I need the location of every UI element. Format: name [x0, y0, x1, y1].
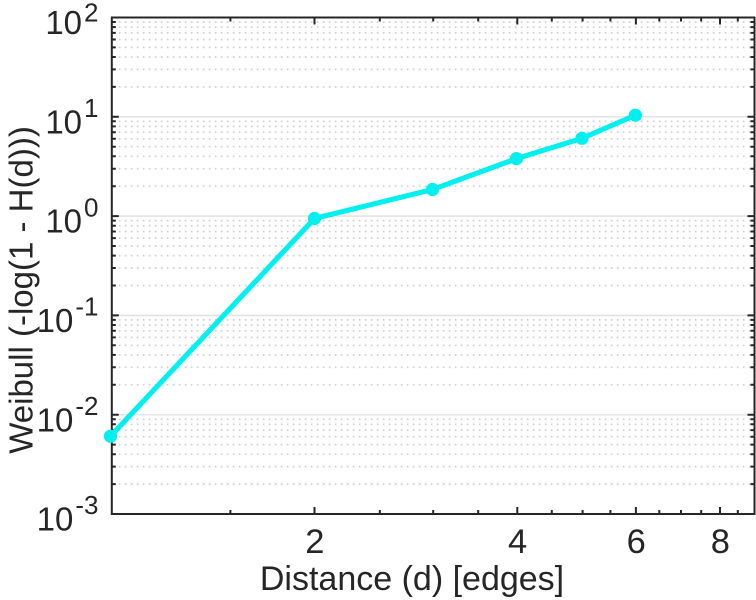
svg-text:4: 4 [508, 523, 527, 561]
svg-text:Weibull (-log(1 - H(d))): Weibull (-log(1 - H(d))) [3, 126, 40, 454]
svg-text:102: 102 [45, 0, 98, 41]
svg-text:2: 2 [305, 523, 324, 561]
svg-text:6: 6 [627, 523, 646, 561]
svg-text:101: 101 [45, 93, 98, 140]
svg-text:10-2: 10-2 [37, 391, 99, 438]
svg-text:8: 8 [711, 523, 730, 561]
svg-text:10-3: 10-3 [37, 490, 99, 537]
svg-text:10-1: 10-1 [37, 292, 99, 339]
svg-text:100: 100 [45, 192, 98, 239]
svg-text:Distance (d) [edges]: Distance (d) [edges] [260, 560, 564, 598]
